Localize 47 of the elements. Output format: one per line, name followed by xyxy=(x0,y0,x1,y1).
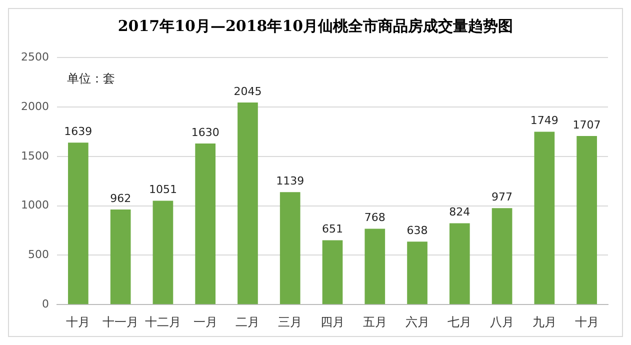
bar xyxy=(280,192,300,304)
bar xyxy=(364,228,386,304)
bar xyxy=(195,144,216,304)
x-tick-label: 五月 xyxy=(362,314,387,329)
y-tick-label: 0 xyxy=(42,297,49,310)
x-tick-label: 四月 xyxy=(320,314,344,329)
data-label: 824 xyxy=(449,206,470,219)
x-tick-label: 一月 xyxy=(193,314,218,329)
x-tick-label: 七月 xyxy=(448,314,472,329)
x-tick-label: 十月 xyxy=(66,314,90,329)
bar xyxy=(68,142,88,304)
bar xyxy=(407,242,428,304)
data-label: 651 xyxy=(322,222,343,236)
data-label: 768 xyxy=(364,211,386,224)
y-tick-label: 1000 xyxy=(20,198,49,212)
data-label: 977 xyxy=(492,190,513,204)
data-label: 962 xyxy=(110,192,132,205)
x-tick-label: 六月 xyxy=(405,314,430,329)
data-label: 1630 xyxy=(191,126,220,139)
data-label: 1707 xyxy=(572,118,601,132)
x-tick-label: 二月 xyxy=(236,314,260,329)
chart-title: 2017年10月—2018年10月仙桃全市商品房成交量趋势图 xyxy=(116,16,514,37)
annotation: 单位：套 xyxy=(66,72,115,86)
bar xyxy=(152,200,174,304)
data-label: 638 xyxy=(406,224,428,237)
bar xyxy=(534,132,555,304)
data-label: 1051 xyxy=(148,183,177,196)
x-tick-label: 十二月 xyxy=(144,314,181,329)
y-tick-label: 500 xyxy=(28,248,49,262)
y-tick-label: 1500 xyxy=(20,149,49,162)
data-label: 1139 xyxy=(276,174,304,188)
x-tick-label: 三月 xyxy=(278,314,302,329)
x-tick-label: 十一月 xyxy=(102,314,139,329)
bar xyxy=(449,223,470,304)
x-tick-label: 十月 xyxy=(574,314,599,329)
bar xyxy=(576,136,597,304)
bar xyxy=(238,102,258,304)
x-tick-label: 九月 xyxy=(532,314,556,329)
data-label: 2045 xyxy=(234,84,262,98)
bar xyxy=(110,210,131,304)
data-label: 1639 xyxy=(64,125,92,138)
y-tick-label: 2000 xyxy=(20,100,49,113)
data-label: 1749 xyxy=(530,114,558,128)
y-tick-label: 2500 xyxy=(20,50,49,64)
bar xyxy=(492,208,512,304)
bar xyxy=(322,240,343,304)
x-tick-label: 八月 xyxy=(490,314,514,329)
